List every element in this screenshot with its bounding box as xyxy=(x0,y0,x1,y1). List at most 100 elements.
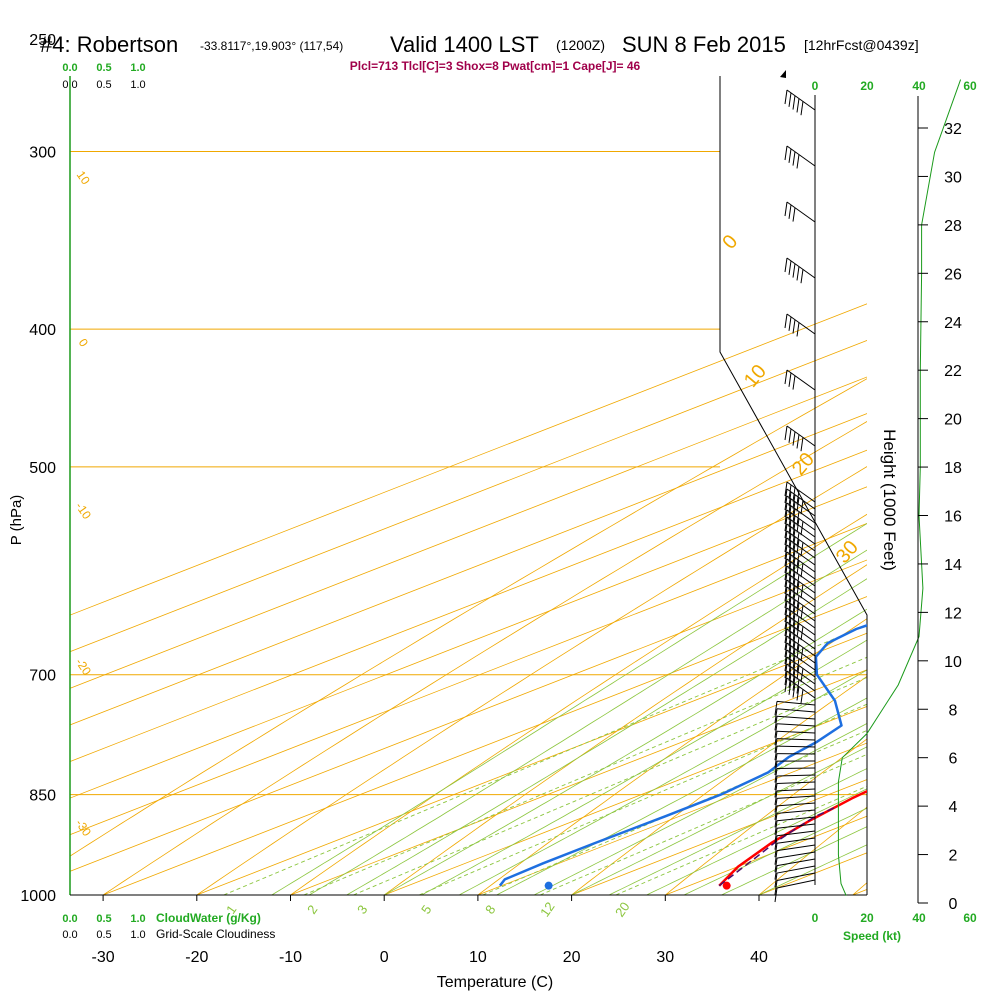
x-tick-label: 10 xyxy=(469,949,487,966)
wind-barb-feather xyxy=(784,579,788,595)
height-tick-label: 14 xyxy=(944,557,962,574)
wind-barb-feather xyxy=(788,519,792,534)
dry-adiabat-label: -30 xyxy=(73,817,95,840)
background-grid xyxy=(70,150,867,895)
wind-barb-feather xyxy=(800,101,804,116)
wind-barb-feather xyxy=(784,544,788,560)
wind-barb xyxy=(786,530,816,552)
height-tick-label: 0 xyxy=(949,896,958,913)
wind-barb-feather xyxy=(784,572,788,588)
cloud-scale-tick: 1.0 xyxy=(130,79,145,91)
wind-barb-feather xyxy=(784,565,788,581)
wind-barb xyxy=(776,809,816,814)
isotherm-line xyxy=(70,522,867,836)
wind-barb-feather xyxy=(788,533,792,548)
wind-barb-feather xyxy=(784,201,788,217)
wind-barb xyxy=(776,865,816,874)
wind-barb-feather xyxy=(774,887,778,903)
wind-barb xyxy=(786,593,816,615)
cloud-scale-tick: 0.0 xyxy=(62,62,77,74)
wind-barb-feather xyxy=(774,768,778,783)
wind-barb-feather xyxy=(788,498,792,513)
wind-barb xyxy=(776,851,816,859)
cloud-scale-tick: 0.5 xyxy=(96,79,111,91)
wind-barb xyxy=(786,565,816,587)
isotherm-label: 10 xyxy=(740,361,771,392)
wind-barb xyxy=(786,425,816,447)
dry-adiabat-line xyxy=(102,421,867,895)
speed-profile-line xyxy=(837,79,962,896)
mixing-ratio-label: 3 xyxy=(354,902,370,917)
wind-barb-feather xyxy=(784,488,788,504)
wind-barb-feather xyxy=(784,523,788,539)
wind-barb xyxy=(776,708,816,713)
height-tick-label: 10 xyxy=(944,654,962,671)
dewpoint-line xyxy=(498,624,867,887)
height-axis-title: Height (1000 Feet) xyxy=(880,429,899,571)
mixing-ratio-label: 2 xyxy=(304,902,320,917)
height-tick-label: 8 xyxy=(949,702,958,719)
wind-barb-feather xyxy=(788,484,792,499)
wind-barb-feather xyxy=(774,813,778,828)
speed-axis-title: Speed (kt) xyxy=(843,929,901,943)
height-tick-label: 20 xyxy=(944,412,962,429)
pressure-tick-label: 400 xyxy=(29,322,56,339)
x-tick-label: 20 xyxy=(563,949,581,966)
wind-barb-feather xyxy=(784,425,788,441)
wind-barb xyxy=(786,607,816,629)
speed-tick-label: 40 xyxy=(912,911,926,925)
wind-barb-feather xyxy=(784,516,788,532)
wind-barb xyxy=(776,745,816,748)
wind-barb xyxy=(786,313,816,335)
pressure-tick-label: 500 xyxy=(29,460,56,477)
wind-barb xyxy=(786,145,816,167)
station-title: #4: Robertson xyxy=(40,32,178,57)
wind-barb-feather xyxy=(788,582,792,597)
wind-barb-feather xyxy=(784,145,788,161)
wind-barb xyxy=(786,544,816,566)
wind-barb xyxy=(776,802,816,807)
wind-barb-feather xyxy=(774,783,778,798)
isotherm-line xyxy=(196,632,867,895)
dry-adiabat-line xyxy=(70,378,867,857)
wind-barb-feather xyxy=(796,322,800,337)
mixing-ratio-label: 5 xyxy=(418,902,434,917)
mixing-ratio-label: 8 xyxy=(482,902,498,917)
wind-barb-feather xyxy=(788,610,792,625)
wind-barb-feather xyxy=(774,872,778,888)
pressure-tick-label: 1000 xyxy=(20,888,56,905)
wind-barb-feather xyxy=(788,568,792,583)
wind-barb xyxy=(786,663,816,685)
wind-barb-feather xyxy=(784,621,788,637)
wind-barb xyxy=(776,837,816,844)
wind-barb xyxy=(776,730,816,734)
wind-barb-feather xyxy=(784,663,788,679)
x-tick-label: -10 xyxy=(279,949,302,966)
wind-barb-feather xyxy=(784,635,788,651)
wind-barb-feather xyxy=(784,677,788,693)
wind-barb-feather xyxy=(788,491,792,506)
wind-barb-feather xyxy=(788,561,792,576)
wind-barb xyxy=(776,700,816,706)
wind-barb-feather xyxy=(774,805,778,820)
isotherm-label: 0 xyxy=(718,231,742,254)
speed-tick-label: 60 xyxy=(963,79,977,93)
height-tick-label: 32 xyxy=(944,121,962,138)
wind-barb xyxy=(776,816,816,822)
wind-barb xyxy=(776,723,816,727)
wind-pennant xyxy=(780,70,786,78)
wind-barb-feather xyxy=(784,502,788,518)
speed-tick-label: 60 xyxy=(963,911,977,925)
wind-barb-feather xyxy=(788,204,792,219)
wind-barb-feather xyxy=(774,843,778,858)
wind-barb-feather xyxy=(788,554,792,569)
wind-barb-feather xyxy=(788,575,792,590)
height-tick-label: 18 xyxy=(944,460,962,477)
speed-tick-label: 40 xyxy=(912,79,926,93)
valid-time: Valid 1400 LST xyxy=(390,32,539,57)
wind-barb xyxy=(776,858,816,867)
wind-barb xyxy=(786,600,816,622)
dry-adiabat-line xyxy=(289,513,867,895)
wind-barb xyxy=(776,830,816,837)
wind-barb xyxy=(786,89,816,111)
